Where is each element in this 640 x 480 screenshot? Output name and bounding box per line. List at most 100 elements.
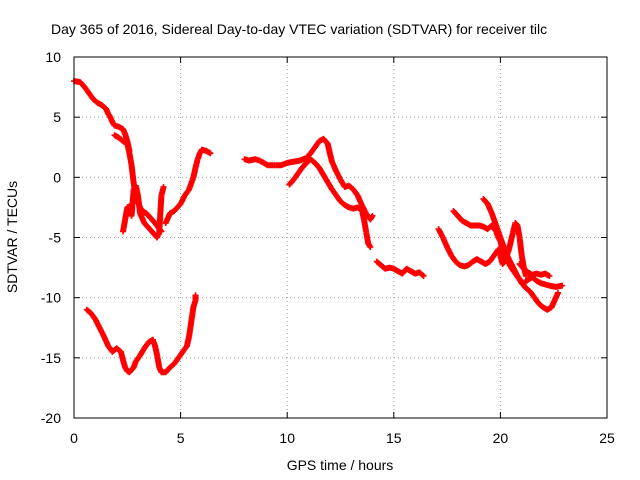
data-trace [242, 156, 251, 164]
data-trace [186, 320, 195, 338]
data-series-1 [111, 132, 165, 235]
data-trace [304, 157, 313, 165]
data-trace [150, 338, 158, 348]
data-trace [154, 229, 162, 239]
x-axis-ticks: 0 5 10 15 20 25 [70, 57, 615, 446]
data-trace [308, 157, 317, 165]
data-trace [182, 187, 192, 198]
data-trace [299, 160, 309, 170]
data-series-3 [162, 146, 214, 227]
data-trace [487, 253, 497, 264]
data-trace [543, 271, 552, 279]
data-trace [481, 224, 490, 232]
data-trace [195, 151, 203, 161]
data-trace [543, 281, 552, 289]
data-trace [148, 216, 158, 226]
data-point [420, 273, 427, 280]
y-axis-ticks: -20 -15 -10 -5 0 5 10 [41, 49, 607, 426]
data-trace [495, 248, 503, 258]
data-trace [135, 193, 143, 215]
data-trace [343, 183, 351, 190]
y-tick-label: -5 [49, 230, 62, 246]
data-trace [479, 259, 488, 267]
data-trace [86, 91, 96, 101]
data-trace [110, 120, 117, 128]
data-point [207, 150, 214, 157]
data-trace [142, 221, 151, 230]
data-trace [521, 277, 531, 286]
data-trace [526, 274, 535, 283]
data-trace [449, 253, 458, 264]
y-tick-label: -20 [41, 410, 61, 426]
data-trace [116, 135, 125, 144]
data-trace [103, 106, 111, 116]
data-trace [526, 269, 535, 278]
data-trace [475, 256, 484, 264]
data-trace [168, 361, 177, 370]
data-series-5 [241, 135, 376, 223]
y-tick-label: 10 [45, 49, 61, 65]
data-point [559, 282, 566, 289]
data-point [369, 212, 376, 219]
data-trace [374, 259, 383, 268]
data-trace [257, 158, 266, 166]
data-trace [84, 307, 93, 316]
data-trace [180, 344, 190, 354]
data-trace [545, 304, 554, 313]
data-trace [466, 259, 475, 268]
data-trace [107, 115, 115, 124]
data-trace [295, 165, 305, 176]
data-trace [460, 218, 469, 226]
data-trace [516, 236, 525, 258]
x-tick-label: 10 [279, 430, 295, 446]
data-trace [110, 346, 119, 354]
data-point [192, 292, 199, 299]
data-trace [541, 304, 550, 313]
chart-title: Day 365 of 2016, Sidereal Day-to-day VTE… [51, 21, 547, 37]
data-point [522, 273, 529, 280]
y-tick-label: 5 [53, 109, 61, 125]
data-trace [112, 122, 121, 130]
data-trace [312, 160, 322, 170]
y-tick-label: 0 [53, 169, 61, 185]
data-trace [532, 295, 541, 306]
data-trace [528, 289, 537, 300]
data-trace [408, 268, 418, 276]
data-trace [121, 138, 130, 147]
data-trace [200, 147, 208, 154]
data-trace [379, 263, 388, 271]
data-trace [99, 103, 108, 111]
x-tick-label: 25 [599, 430, 615, 446]
data-trace [128, 163, 137, 185]
data-trace [142, 340, 151, 351]
data-series-11 [516, 260, 553, 280]
data-trace [464, 220, 473, 228]
data-trace [112, 132, 121, 141]
data-trace [172, 201, 183, 213]
y-tick-label: -15 [41, 350, 61, 366]
data-trace [334, 193, 343, 204]
data-trace [156, 365, 164, 375]
data-trace [312, 139, 322, 150]
data-point [367, 244, 374, 251]
data-trace [539, 271, 547, 278]
data-trace [172, 356, 181, 366]
data-trace [483, 259, 492, 267]
data-trace [133, 353, 143, 364]
data-trace [95, 100, 104, 108]
data-point [546, 273, 553, 280]
data-trace [404, 266, 413, 274]
data-trace [506, 229, 516, 252]
data-trace [253, 156, 262, 164]
data-trace [530, 271, 539, 278]
data-trace [78, 80, 87, 90]
data-trace [261, 160, 270, 168]
data-trace [273, 162, 283, 169]
data-trace [477, 222, 485, 230]
data-trace [91, 97, 100, 105]
data-trace [368, 214, 375, 222]
data-trace [458, 262, 466, 269]
data-series-4 [83, 292, 199, 376]
data-trace [351, 187, 360, 198]
